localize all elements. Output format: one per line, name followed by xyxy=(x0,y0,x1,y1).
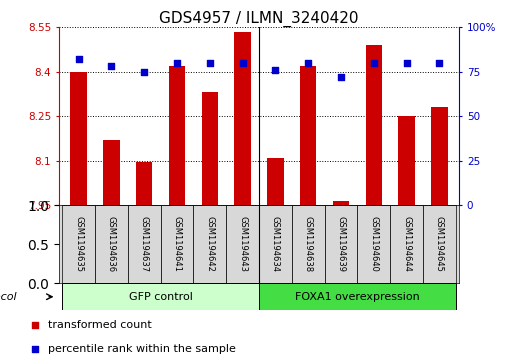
Text: GSM1194635: GSM1194635 xyxy=(74,216,83,272)
Point xyxy=(436,60,444,66)
Text: GFP control: GFP control xyxy=(129,292,192,302)
Bar xyxy=(193,205,226,283)
Point xyxy=(403,60,411,66)
Bar xyxy=(423,205,456,283)
Text: GSM1194634: GSM1194634 xyxy=(271,216,280,272)
Text: GSM1194643: GSM1194643 xyxy=(238,216,247,272)
Text: transformed count: transformed count xyxy=(48,321,151,330)
Point xyxy=(107,64,115,69)
Text: FOXA1 overexpression: FOXA1 overexpression xyxy=(295,292,420,302)
Point xyxy=(140,69,148,75)
Point xyxy=(31,346,40,352)
Bar xyxy=(161,205,193,283)
Text: GSM1194644: GSM1194644 xyxy=(402,216,411,272)
Bar xyxy=(325,205,358,283)
Point xyxy=(271,67,280,73)
Bar xyxy=(399,116,415,205)
Text: protocol: protocol xyxy=(0,292,16,302)
Text: GSM1194636: GSM1194636 xyxy=(107,216,116,272)
Text: GSM1194640: GSM1194640 xyxy=(369,216,379,272)
Bar xyxy=(128,205,161,283)
Bar xyxy=(431,107,448,205)
Point xyxy=(206,60,214,66)
Bar xyxy=(366,45,382,205)
Bar xyxy=(358,205,390,283)
Bar xyxy=(267,158,284,205)
Text: GSM1194638: GSM1194638 xyxy=(304,216,313,272)
Bar xyxy=(103,140,120,205)
Text: percentile rank within the sample: percentile rank within the sample xyxy=(48,344,235,354)
Bar xyxy=(202,93,218,205)
Bar xyxy=(234,32,251,205)
Bar xyxy=(226,205,259,283)
Bar xyxy=(259,205,292,283)
Text: GSM1194639: GSM1194639 xyxy=(337,216,346,272)
Bar xyxy=(95,205,128,283)
Bar xyxy=(136,162,152,205)
Bar xyxy=(292,205,325,283)
Title: GDS4957 / ILMN_3240420: GDS4957 / ILMN_3240420 xyxy=(160,11,359,27)
Bar xyxy=(390,205,423,283)
Text: GSM1194645: GSM1194645 xyxy=(435,216,444,272)
Point xyxy=(370,60,378,66)
Bar xyxy=(259,283,456,310)
Text: GSM1194642: GSM1194642 xyxy=(205,216,214,272)
Point xyxy=(173,60,181,66)
Text: GSM1194641: GSM1194641 xyxy=(172,216,182,272)
Bar xyxy=(62,205,95,283)
Point xyxy=(337,74,345,80)
Point xyxy=(239,60,247,66)
Text: GSM1194637: GSM1194637 xyxy=(140,216,149,272)
Point xyxy=(74,56,83,62)
Bar xyxy=(62,283,259,310)
Point xyxy=(31,322,40,328)
Point xyxy=(304,60,312,66)
Bar xyxy=(333,201,349,205)
Bar xyxy=(70,72,87,205)
Bar xyxy=(300,66,317,205)
Bar xyxy=(169,66,185,205)
